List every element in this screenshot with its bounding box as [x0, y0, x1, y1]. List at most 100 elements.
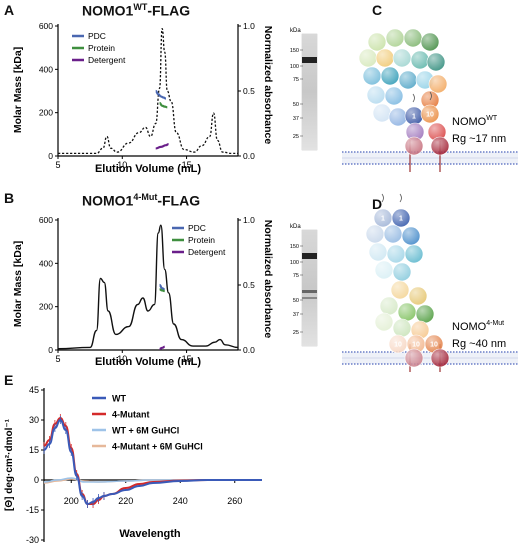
bead-highlight: [393, 49, 411, 67]
bead-highlight: [393, 263, 411, 281]
bead-highlight: [405, 107, 423, 125]
y-tick-label: 600: [39, 215, 53, 225]
x-axis-label-a: Elution Volume (mL): [95, 163, 201, 175]
x-tick-label: 260: [227, 496, 242, 506]
bead-highlight: [393, 319, 411, 337]
bead-highlight: [407, 335, 425, 353]
panel-letter-d: D: [372, 196, 383, 212]
bead-label: 1: [381, 216, 385, 223]
bead-highlight: [376, 49, 394, 67]
pdc-series-line: [155, 89, 167, 100]
gel-marker-label: 100: [290, 260, 299, 266]
y-tick-label: 200: [39, 302, 53, 312]
bead-highlight: [429, 75, 447, 93]
bead-highlight: [421, 33, 439, 51]
bead-highlight: [405, 245, 423, 263]
gel-marker-label: 100: [290, 64, 299, 70]
y-tick-label: 400: [39, 258, 53, 268]
x-tick-label: 240: [173, 496, 188, 506]
gel-panel-a: kDa 150 100 75 50 37 25: [290, 28, 318, 151]
legend-label: Protein: [88, 43, 115, 53]
gel-unit-label: kDa: [290, 28, 301, 34]
chart-panel-b: 5 10 15 0 200 400 600 0.0 0.5 1.0 PDC Protein Deter…: [12, 215, 274, 368]
x-tick-label: 200: [64, 496, 79, 506]
gel-marker-label: 37: [293, 116, 299, 122]
legend-label: Detergent: [88, 55, 126, 65]
bead-highlight: [399, 71, 417, 89]
bead-highlight: [431, 349, 449, 367]
pdc-series-line: [159, 283, 165, 291]
y2-tick-label: 0.5: [243, 280, 255, 290]
legend-label: PDC: [188, 223, 206, 233]
rg-label-4mut: Rg ~40 nm: [452, 338, 506, 350]
bead-highlight: [384, 225, 402, 243]
gel-marker-label: 150: [290, 244, 299, 250]
x-tick-label: 5: [55, 160, 60, 170]
x-tick-label: 220: [118, 496, 133, 506]
chart-panel-e: -30 -15 0 15 30 45 200 220 240 260 WT 4-Mutant WT +…: [4, 385, 262, 544]
panel-b-title: NOMO14-Mut-FLAG: [82, 192, 201, 209]
bead-highlight: [392, 209, 410, 227]
structure-model-4mut: 1 1 10 10 10 NOMO4-Mut Rg ~40 nm: [342, 193, 518, 372]
bead-highlight: [425, 335, 443, 353]
bead-highlight: [391, 281, 409, 299]
chart-panel-a: 5 10 15 0 200 400 600 0.0 0.5 1.0 PDC Protein Deter…: [12, 21, 274, 175]
bead-highlight: [381, 67, 399, 85]
detergent-series-line: [155, 142, 169, 150]
y-tick-label: 0: [48, 345, 53, 355]
bead-highlight: [374, 209, 392, 227]
x-tick-label: 10: [117, 160, 127, 170]
bead-highlight: [369, 243, 387, 261]
gel-marker-label: 37: [293, 312, 299, 318]
bead-highlight: [373, 104, 391, 122]
gel-marker-label: 50: [293, 298, 299, 304]
protein-series-line: [159, 288, 165, 293]
legend-label: 4-Mutant: [112, 410, 150, 420]
y2-tick-label: 1.0: [243, 215, 255, 225]
bead-label: 10: [430, 342, 438, 349]
bead-highlight: [421, 105, 439, 123]
bead-highlight: [411, 321, 429, 339]
bead-highlight: [387, 245, 405, 263]
gel-marker-label: 50: [293, 102, 299, 108]
y-tick-label: 200: [39, 108, 53, 118]
gel-marker-label: 25: [293, 330, 299, 336]
legend-label: PDC: [88, 31, 106, 41]
bead-highlight: [368, 33, 386, 51]
bead-label: 1: [399, 216, 403, 223]
rg-label-wt: Rg ~17 nm: [452, 133, 506, 145]
y-tick-label: 30: [29, 415, 39, 425]
bead-highlight: [411, 51, 429, 69]
y-tick-label: 15: [29, 445, 39, 455]
y2-tick-label: 0.5: [243, 86, 255, 96]
y-tick-label: 0: [34, 475, 39, 485]
x-tick-label: 10: [117, 354, 127, 364]
legend-label: Protein: [188, 235, 215, 245]
bead-highlight: [363, 67, 381, 85]
y-tick-label: 0: [48, 151, 53, 161]
legend-label: Detergent: [188, 247, 226, 257]
y-tick-label: 400: [39, 64, 53, 74]
bead-highlight: [409, 287, 427, 305]
absorbance-line: [57, 224, 239, 350]
gel-marker-label: 75: [293, 273, 299, 279]
bead-label: 1: [412, 114, 416, 121]
model-label-wt: NOMOWT: [452, 115, 498, 128]
gel-main-band: [302, 253, 317, 259]
y-tick-label: 45: [29, 385, 39, 395]
detergent-series-line: [159, 345, 165, 351]
gel-unit-label: kDa: [290, 224, 301, 230]
bead-highlight: [405, 137, 423, 155]
x-tick-label: 15: [182, 354, 192, 364]
legend-label: WT + 6M GuHCl: [112, 426, 179, 436]
bead-label: 10: [394, 342, 402, 349]
gel-main-band: [302, 57, 317, 63]
bead-highlight: [416, 305, 434, 323]
bead-highlight: [431, 137, 449, 155]
bead-highlight: [389, 108, 407, 126]
bead-label: 10: [426, 112, 434, 119]
bead-label: 10: [412, 342, 420, 349]
bead-highlight: [385, 87, 403, 105]
y-axis-label-e: [Θ] deg·cm²·dmol⁻¹: [4, 418, 15, 511]
y-axis-label-b: Molar Mass [kDa]: [12, 241, 24, 327]
